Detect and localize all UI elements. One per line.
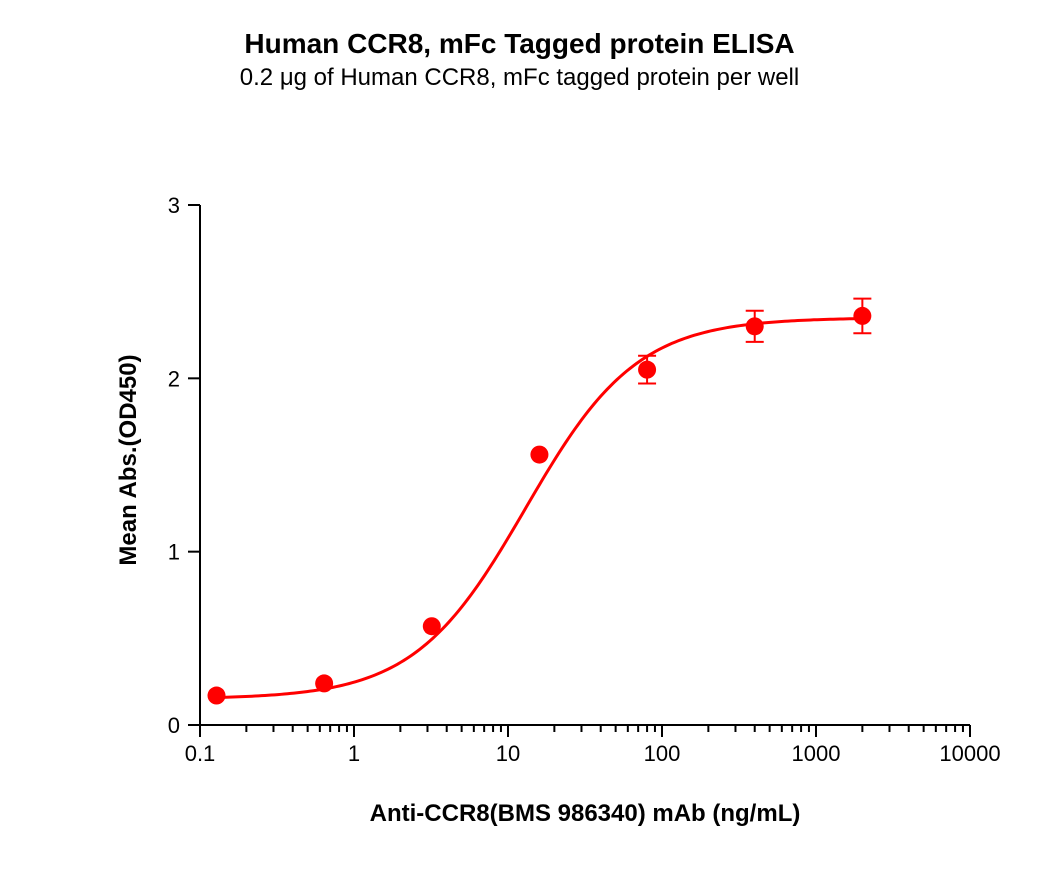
x-tick-label: 1000 [792,741,841,766]
x-tick-label: 10 [496,741,520,766]
data-point [853,307,871,325]
data-point [423,617,441,635]
data-point [638,361,656,379]
x-tick-label: 1 [348,741,360,766]
axes-group [188,205,970,737]
error-bars-group [638,299,871,384]
fit-curve [217,319,863,698]
tick-labels-group: 0 1 2 3 0.1 1 10 100 1000 10000 [168,193,1001,766]
markers-group [208,307,872,705]
x-tick-label: 0.1 [185,741,216,766]
x-tick-label: 100 [644,741,681,766]
x-tick-label: 10000 [939,741,1000,766]
y-tick-label: 3 [168,193,180,218]
data-point [315,674,333,692]
data-point [746,317,764,335]
y-tick-label: 1 [168,540,180,565]
chart-container: Human CCR8, mFc Tagged protein ELISA 0.2… [0,0,1039,886]
y-tick-label: 0 [168,713,180,738]
curve-group [217,319,863,698]
plot-svg: 0 1 2 3 0.1 1 10 100 1000 10000 [0,0,1039,886]
data-point [208,687,226,705]
y-tick-label: 2 [168,366,180,391]
data-point [530,446,548,464]
